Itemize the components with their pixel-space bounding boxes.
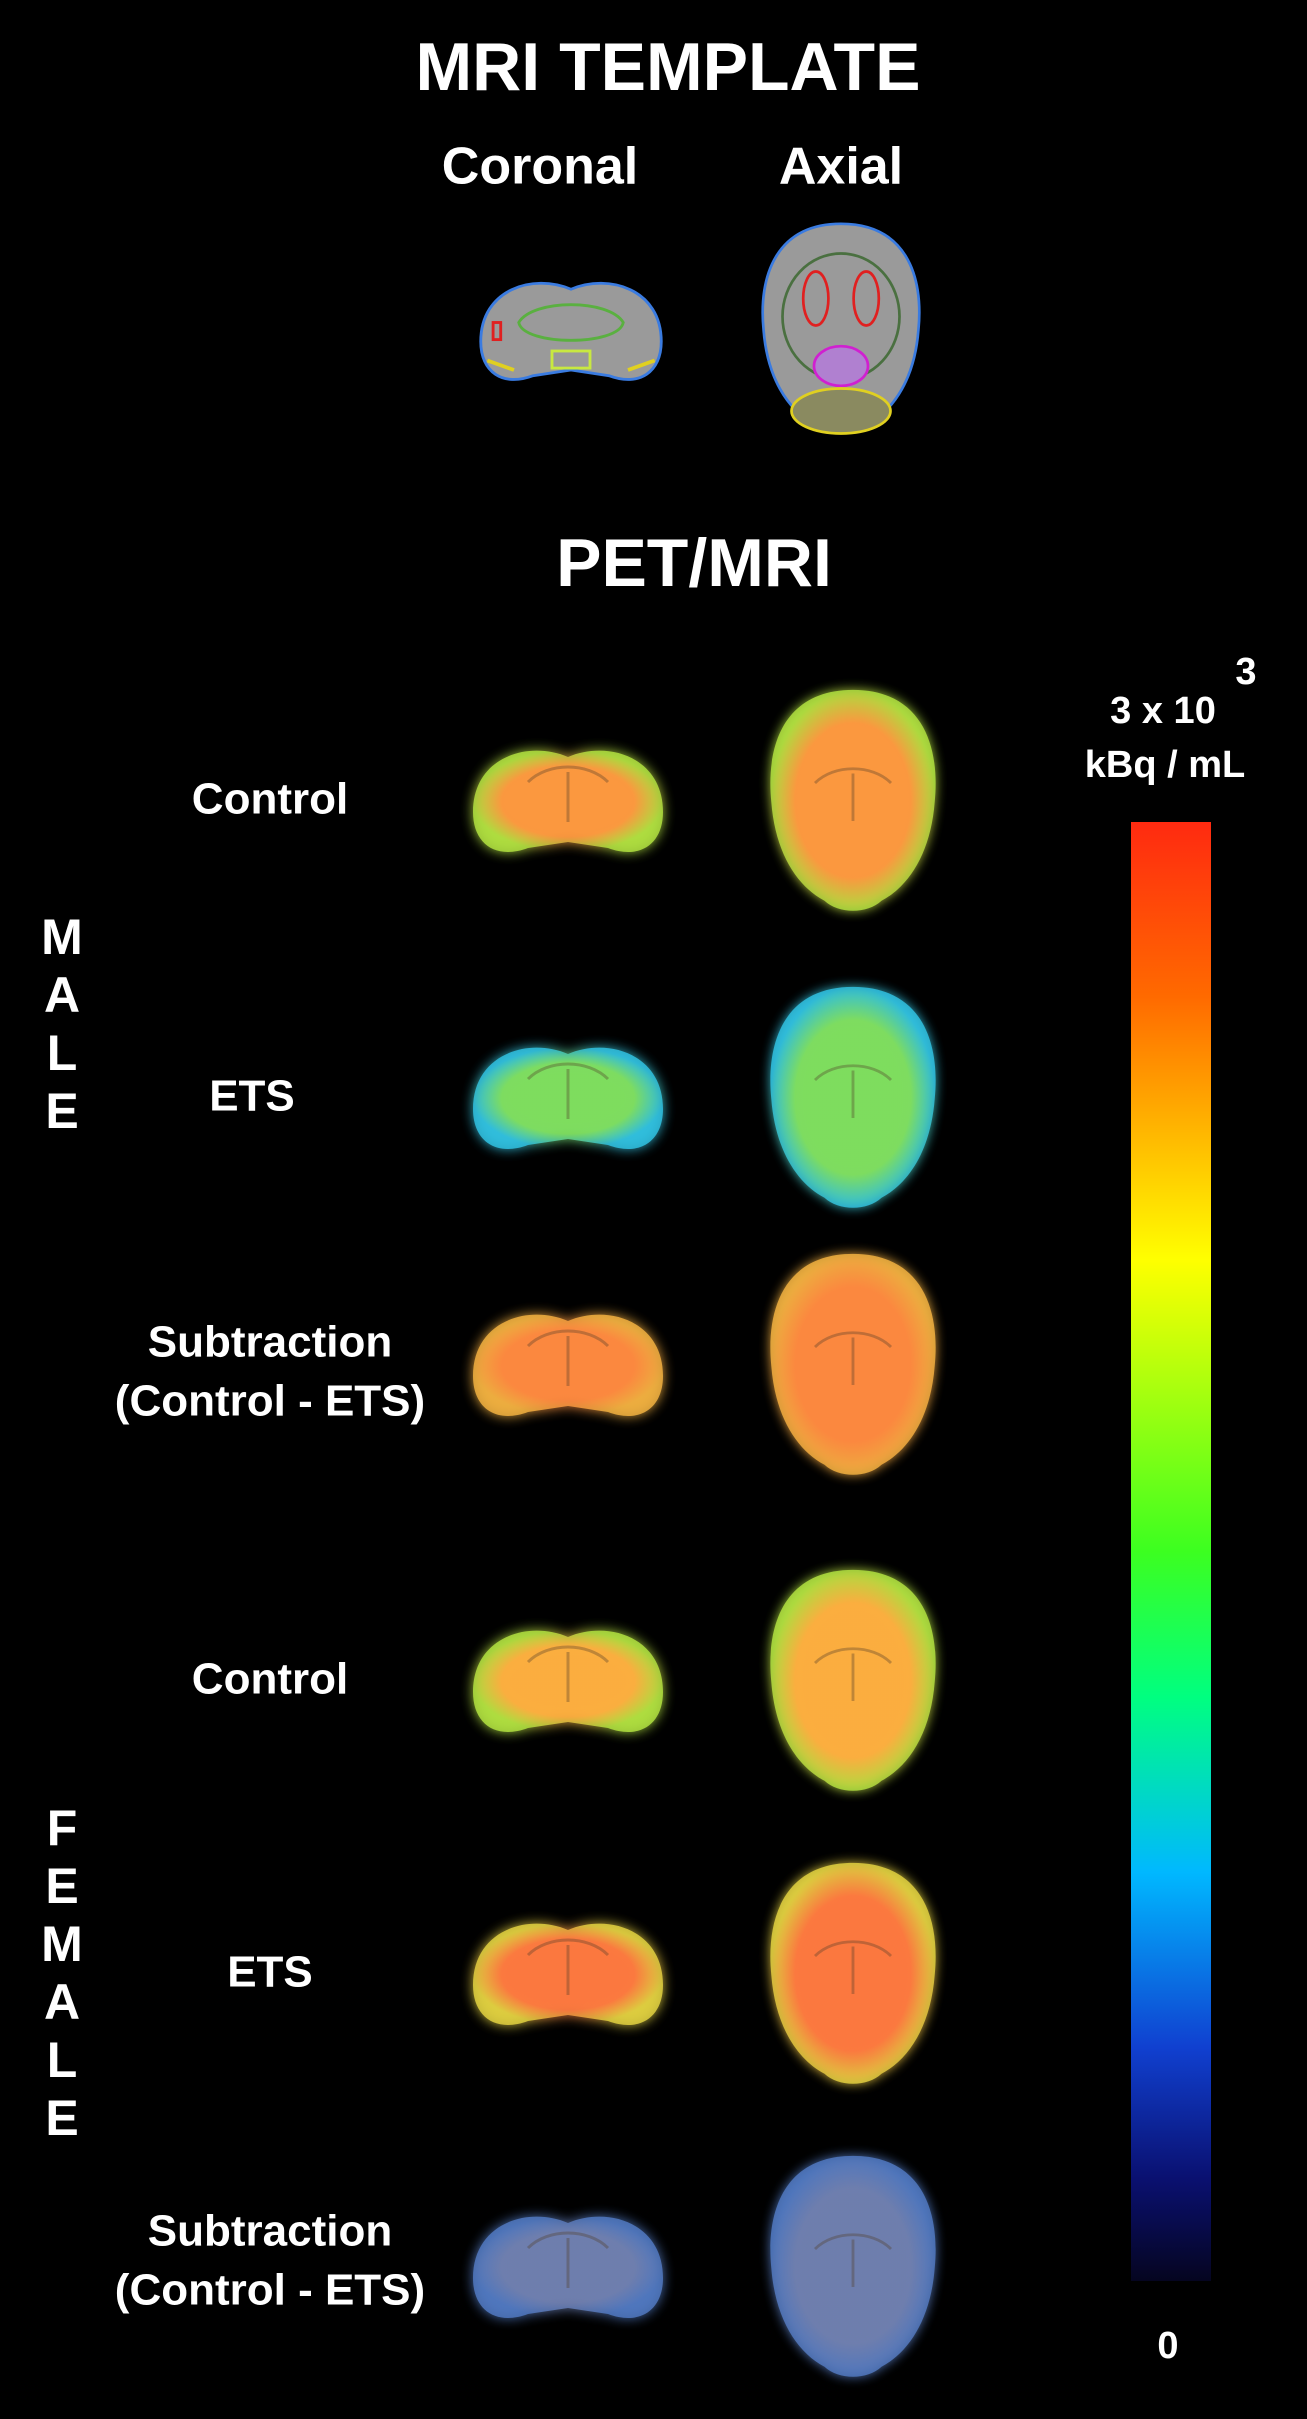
title: MRI TEMPLATE	[416, 29, 921, 105]
brain-anatomy	[813, 1940, 893, 1995]
view-label: Coronal	[442, 138, 638, 196]
row-label: (Control - ETS)	[115, 1377, 425, 1426]
brain-anatomy	[526, 1062, 610, 1119]
row-label: Control	[192, 1655, 348, 1704]
colorbar	[1131, 822, 1211, 2281]
mri-coronal	[479, 281, 663, 381]
group-letter: L	[47, 1025, 78, 1081]
brain-image	[770, 2155, 936, 2377]
brain-image	[770, 986, 936, 1208]
brain-anatomy	[526, 1329, 610, 1386]
colorbar-max: 3 x 10	[1110, 690, 1216, 732]
group-letter: L	[47, 2032, 78, 2088]
brain-image	[473, 750, 663, 852]
colorbar-exponent: 3	[1235, 651, 1256, 693]
mri-axial	[761, 222, 921, 435]
brain-anatomy	[813, 2233, 893, 2288]
brain-image	[770, 1569, 936, 1791]
brain-anatomy	[526, 765, 610, 822]
group-letter: A	[44, 967, 80, 1023]
row-label: ETS	[227, 1948, 313, 1997]
brain-image	[770, 1862, 936, 2084]
group-letter: M	[41, 1916, 83, 1972]
brain-image	[473, 1047, 663, 1149]
brain-image	[473, 1630, 663, 1732]
brain-anatomy	[813, 767, 893, 822]
group-letter: E	[45, 1083, 78, 1139]
brain-image	[473, 1314, 663, 1416]
section-title: PET/MRI	[556, 525, 832, 601]
row-label: (Control - ETS)	[115, 2266, 425, 2315]
brain-anatomy	[526, 1938, 610, 1995]
group-letter: E	[45, 2090, 78, 2146]
brain-image	[770, 1253, 936, 1475]
group-letter: F	[47, 1800, 78, 1856]
row-label: Control	[192, 775, 348, 824]
row-label: Subtraction	[148, 1318, 392, 1367]
group-letter: A	[44, 1974, 80, 2030]
brain-anatomy	[813, 1331, 893, 1386]
brain-image	[473, 2216, 663, 2318]
brain-anatomy	[813, 1647, 893, 1702]
brain-anatomy	[813, 1064, 893, 1119]
row-label: ETS	[209, 1072, 295, 1121]
brain-anatomy	[526, 1645, 610, 1702]
colorbar-min: 0	[1157, 2325, 1178, 2367]
brain-image	[473, 1923, 663, 2025]
brain-anatomy	[526, 2231, 610, 2288]
row-label: Subtraction	[148, 2207, 392, 2256]
group-letter: E	[45, 1858, 78, 1914]
brain-image	[770, 689, 936, 911]
colorbar-unit: kBq / mL	[1085, 744, 1245, 786]
view-label: Axial	[779, 138, 903, 196]
group-letter: M	[41, 909, 83, 965]
